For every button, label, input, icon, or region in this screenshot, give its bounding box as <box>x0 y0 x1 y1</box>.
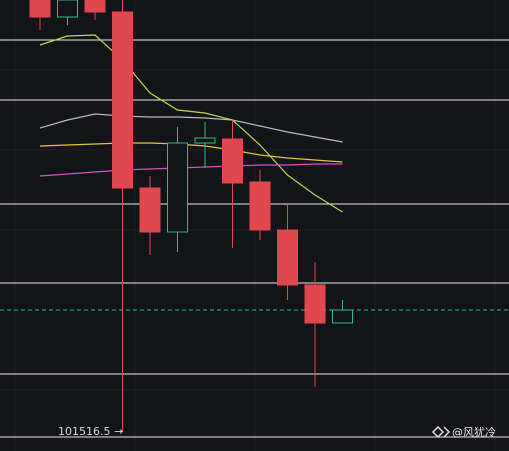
candle-body <box>29 0 51 18</box>
watermark-text: @风犹冷 <box>452 426 496 439</box>
watermark: @风犹冷 <box>431 425 496 439</box>
candle-body <box>84 0 106 13</box>
candle-body <box>57 0 78 18</box>
candle-body <box>194 137 216 144</box>
candle-body <box>222 138 243 184</box>
candle-body <box>332 309 353 324</box>
candle-body <box>277 229 298 286</box>
candle-body <box>139 187 161 233</box>
candle-body <box>304 284 326 324</box>
candle-body <box>249 181 271 231</box>
candle-body <box>167 142 188 233</box>
marks <box>0 0 509 438</box>
moving-average <box>39 113 343 143</box>
moving-average <box>39 34 343 213</box>
watermark-icon <box>431 425 451 439</box>
candle-body <box>112 11 133 189</box>
moving-average <box>39 142 343 163</box>
moving-average <box>39 163 343 177</box>
low-label: 101516.5 → <box>58 425 123 438</box>
